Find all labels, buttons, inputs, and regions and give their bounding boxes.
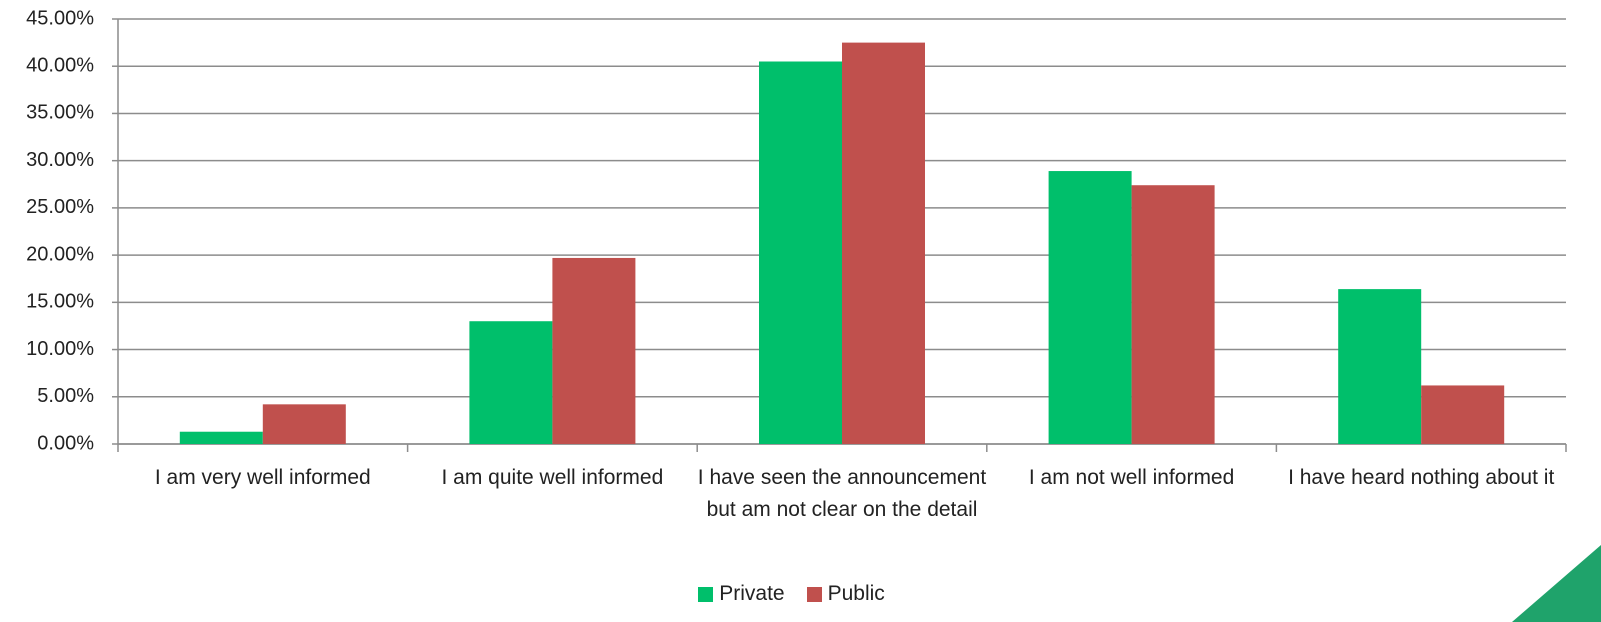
legend-swatch [698, 586, 714, 602]
bar [1131, 185, 1215, 444]
y-tick-label: 15.00% [26, 291, 94, 313]
bar [842, 42, 925, 444]
x-tick-label: I have seen the announcement but am not … [697, 466, 987, 521]
legend-item: Public [806, 582, 885, 606]
x-tick-label: I have heard nothing about it [1288, 466, 1555, 489]
bar [469, 321, 553, 444]
legend-item: Private [698, 582, 785, 606]
bar [1048, 171, 1132, 445]
bar [1338, 289, 1422, 444]
y-tick-label: 35.00% [26, 102, 94, 124]
bar [552, 257, 636, 444]
bar [1421, 385, 1505, 444]
y-tick-label: 20.00% [26, 243, 94, 265]
x-tick-label: I am quite well informed [441, 466, 664, 489]
y-tick-label: 0.00% [37, 432, 94, 454]
bar [262, 404, 346, 444]
bar [759, 61, 842, 444]
y-tick-label: 40.00% [26, 55, 94, 77]
x-tick-label: I am very well informed [154, 466, 371, 489]
legend-label: Public [827, 582, 885, 605]
y-tick-label: 30.00% [26, 149, 94, 171]
legend-swatch [806, 586, 822, 602]
y-tick-label: 25.00% [26, 196, 94, 218]
corner-decoration [1512, 545, 1601, 622]
y-tick-label: 10.00% [26, 338, 94, 360]
bar [179, 431, 263, 444]
y-tick-label: 5.00% [37, 385, 94, 407]
legend-label: Private [719, 582, 785, 605]
x-tick-label: I am not well informed [1028, 466, 1235, 489]
legend: Private Public [0, 582, 1601, 606]
y-tick-label: 45.00% [26, 7, 94, 29]
